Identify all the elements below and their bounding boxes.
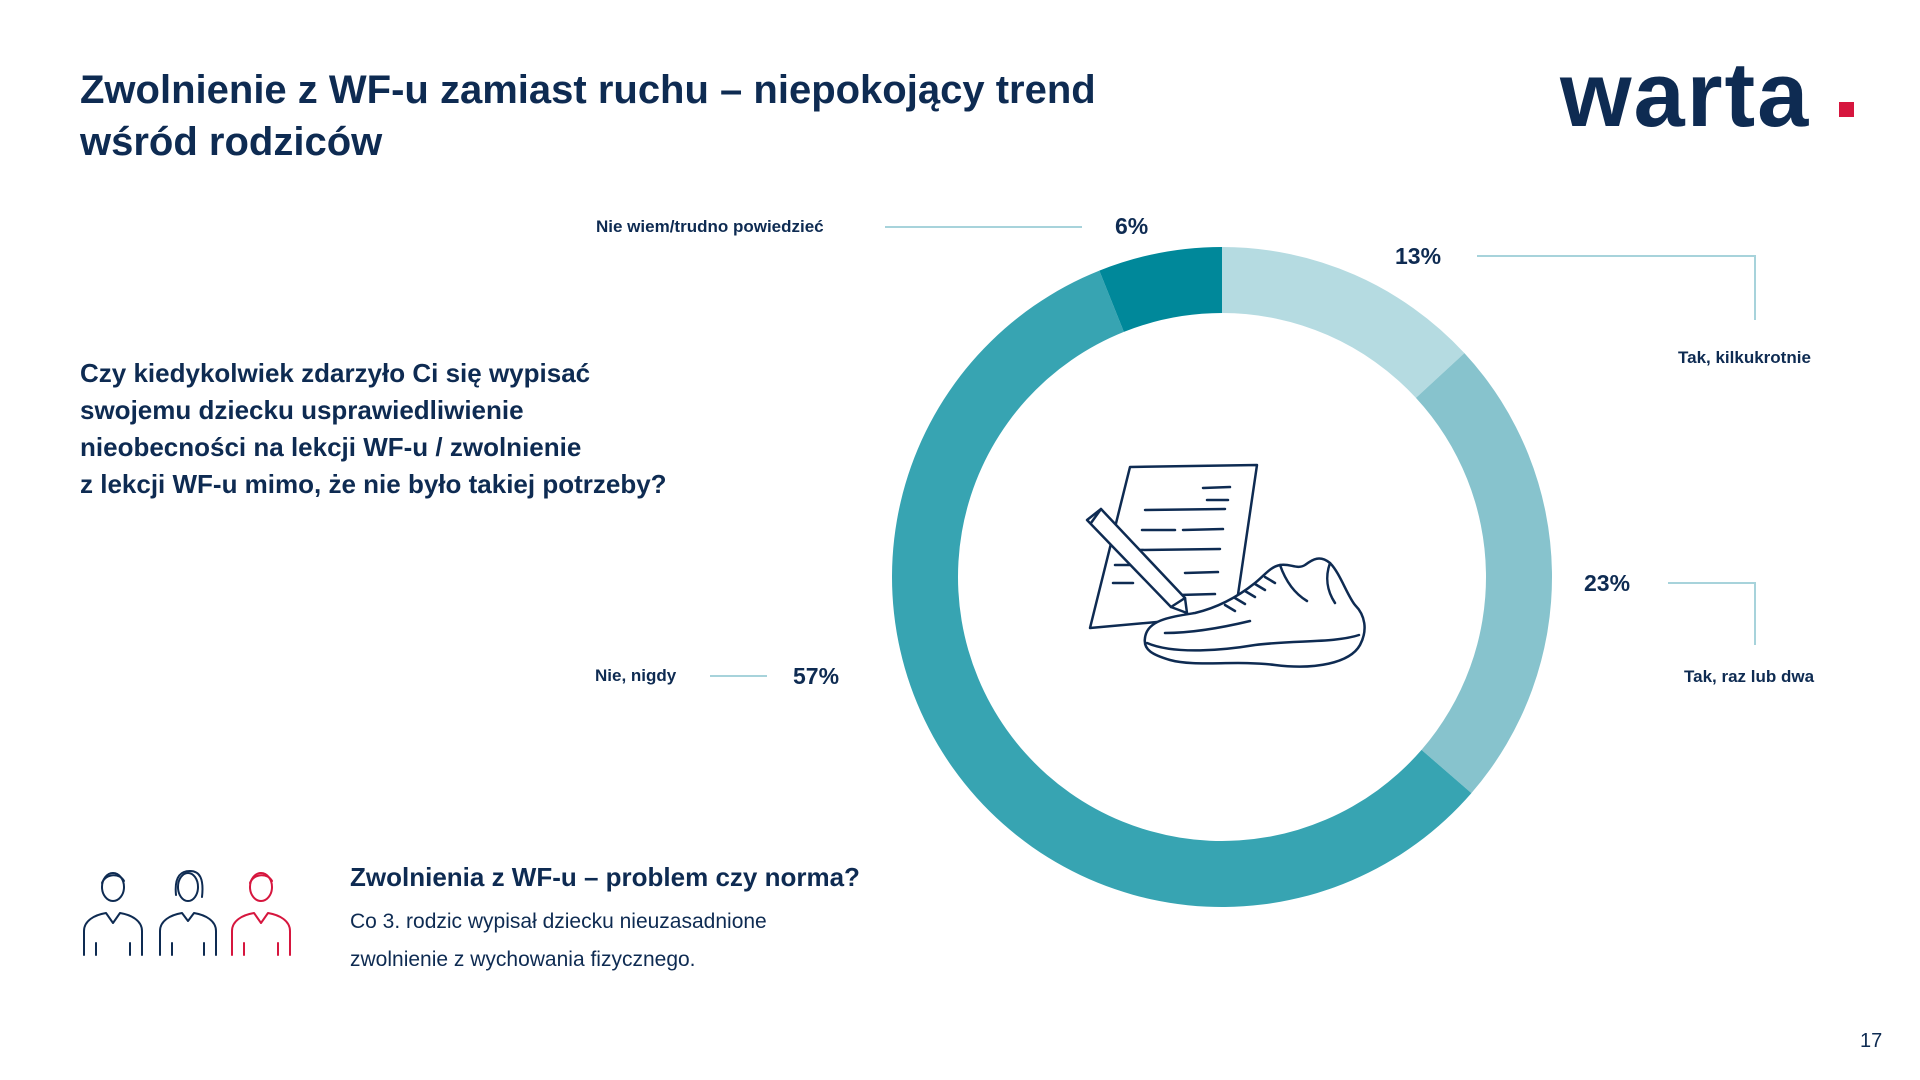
warta-logo-text: warta <box>1560 44 1811 146</box>
insight-text-line-2: zwolnienie z wychowania fizycznego. <box>350 948 696 971</box>
insight-text: Co 3. rodzic wypisał dziecku nieuzasadni… <box>350 903 910 979</box>
slice-value-never: 57% <box>793 663 840 689</box>
donut-slice-1 <box>1415 353 1552 794</box>
survey-question: Czy kiedykolwiek zdarzyło Ci się wypisać… <box>80 355 720 503</box>
leader-line-13pct <box>1477 255 1756 320</box>
slice-label-never: Nie, nigdy <box>595 666 677 685</box>
slice-label-several-times: Tak, kilkukrotnie <box>1678 348 1811 367</box>
warta-logo-dot <box>1839 102 1854 117</box>
page-title: Zwolnienie z WF-u zamiast ruchu – niepok… <box>80 64 1180 168</box>
person-icon-1 <box>83 872 143 956</box>
donut-slice-0 <box>1222 247 1465 398</box>
document-with-pen-and-sneaker-icon <box>1085 463 1366 668</box>
survey-question-line-1: Czy kiedykolwiek zdarzyło Ci się wypisać <box>80 358 591 388</box>
survey-question-line-4: z lekcji WF-u mimo, że nie było takiej p… <box>80 469 667 499</box>
leader-lines <box>710 226 1756 677</box>
leader-line-23pct <box>1668 582 1756 645</box>
slice-value-once-or-twice: 23% <box>1584 570 1631 596</box>
people-icon <box>83 870 291 956</box>
slice-value-dont-know: 6% <box>1115 213 1149 239</box>
donut-slice-2 <box>892 270 1472 908</box>
donut-slice-3 <box>1099 247 1222 332</box>
warta-logo: warta <box>1560 44 1870 146</box>
page-number: 17 <box>1860 1030 1883 1052</box>
donut-slices <box>892 247 1552 908</box>
insight-title: Zwolnienia z WF-u – problem czy norma? <box>350 862 860 892</box>
slice-label-dont-know: Nie wiem/trudno powiedzieć <box>596 217 824 236</box>
person-icon-2 <box>159 870 217 956</box>
slice-label-once-or-twice: Tak, raz lub dwa <box>1684 667 1815 686</box>
insight-text-line-1: Co 3. rodzic wypisał dziecku nieuzasadni… <box>350 910 767 933</box>
survey-question-line-2: swojemu dziecku usprawiedliwienie <box>80 395 524 425</box>
survey-question-line-3: nieobecności na lekcji WF-u / zwolnienie <box>80 432 582 462</box>
page-title-line-2: wśród rodziców <box>80 120 383 164</box>
page-title-line-1: Zwolnienie z WF-u zamiast ruchu – niepok… <box>80 68 1096 112</box>
slice-value-several-times: 13% <box>1395 243 1442 269</box>
person-icon-3 <box>231 872 291 956</box>
